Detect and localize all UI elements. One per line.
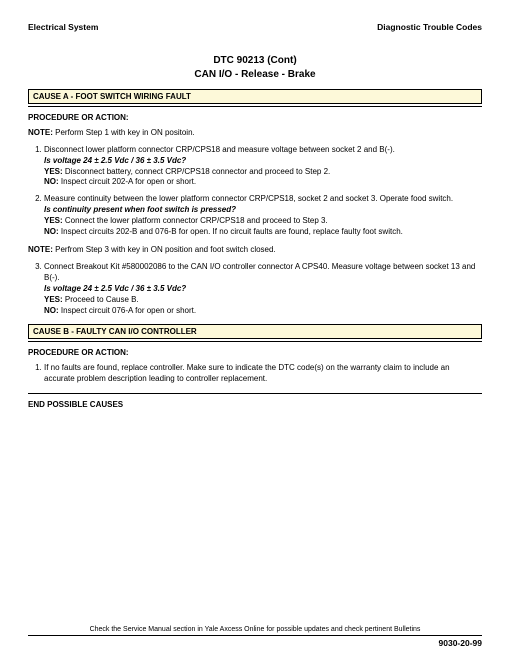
steps-1-2: Disconnect lower platform connector CRP/…: [28, 145, 482, 237]
title-line1: DTC 90213 (Cont): [28, 54, 482, 68]
step-question: Is voltage 24 ± 2.5 Vdc / 36 ± 3.5 Vdc?: [44, 284, 186, 293]
yes-label: YES:: [44, 216, 63, 225]
footer: Check the Service Manual section in Yale…: [28, 626, 482, 648]
cause-a-bar: CAUSE A - FOOT SWITCH WIRING FAULT: [28, 89, 482, 104]
title-block: DTC 90213 (Cont) CAN I/O - Release - Bra…: [28, 54, 482, 81]
no-text: Inspect circuits 202-B and 076-B for ope…: [61, 227, 403, 236]
procedure-label-b: PROCEDURE OR ACTION:: [28, 348, 482, 357]
yes-text: Connect the lower platform connector CRP…: [65, 216, 328, 225]
footer-page: 9030-20-99: [28, 635, 482, 648]
no-text: Inspect circuit 202-A for open or short.: [61, 177, 196, 186]
header-row: Electrical System Diagnostic Trouble Cod…: [28, 22, 482, 32]
step-text: If no faults are found, replace controll…: [44, 363, 450, 383]
divider: [28, 341, 482, 342]
step-text: Connect Breakout Kit #580002086 to the C…: [44, 262, 475, 282]
no-label: NO:: [44, 227, 59, 236]
note-1: NOTE: Perform Step 1 with key in ON posi…: [28, 128, 482, 137]
step-text: Measure continuity between the lower pla…: [44, 194, 453, 203]
steps-b: If no faults are found, replace controll…: [28, 363, 482, 385]
yes-text: Disconnect battery, connect CRP/CPS18 co…: [65, 167, 330, 176]
end-possible-causes: END POSSIBLE CAUSES: [28, 400, 482, 409]
divider: [28, 393, 482, 394]
cause-b-bar: CAUSE B - FAULTY CAN I/O CONTROLLER: [28, 324, 482, 339]
step-question: Is continuity present when foot switch i…: [44, 205, 236, 214]
header-right: Diagnostic Trouble Codes: [377, 22, 482, 32]
title-line2: CAN I/O - Release - Brake: [28, 68, 482, 82]
note-2: NOTE: Perfrom Step 3 with key in ON posi…: [28, 245, 482, 254]
step-b1: If no faults are found, replace controll…: [44, 363, 482, 385]
procedure-label-a: PROCEDURE OR ACTION:: [28, 113, 482, 122]
step-3: Connect Breakout Kit #580002086 to the C…: [44, 262, 482, 316]
steps-3: Connect Breakout Kit #580002086 to the C…: [28, 262, 482, 316]
step-question: Is voltage 24 ± 2.5 Vdc / 36 ± 3.5 Vdc?: [44, 156, 186, 165]
yes-label: YES:: [44, 295, 63, 304]
note-prefix: NOTE:: [28, 128, 53, 137]
footer-notice: Check the Service Manual section in Yale…: [28, 626, 482, 633]
no-label: NO:: [44, 177, 59, 186]
step-text: Disconnect lower platform connector CRP/…: [44, 145, 395, 154]
yes-text: Proceed to Cause B.: [65, 295, 139, 304]
no-text: Inspect circuit 076-A for open or short.: [61, 306, 196, 315]
yes-label: YES:: [44, 167, 63, 176]
page: Electrical System Diagnostic Trouble Cod…: [0, 0, 510, 660]
header-left: Electrical System: [28, 22, 98, 32]
step-1: Disconnect lower platform connector CRP/…: [44, 145, 482, 188]
note-text: Perform Step 1 with key in ON positoin.: [55, 128, 195, 137]
step-2: Measure continuity between the lower pla…: [44, 194, 482, 237]
note-text: Perfrom Step 3 with key in ON position a…: [55, 245, 276, 254]
divider: [28, 106, 482, 107]
no-label: NO:: [44, 306, 59, 315]
note-prefix: NOTE:: [28, 245, 53, 254]
